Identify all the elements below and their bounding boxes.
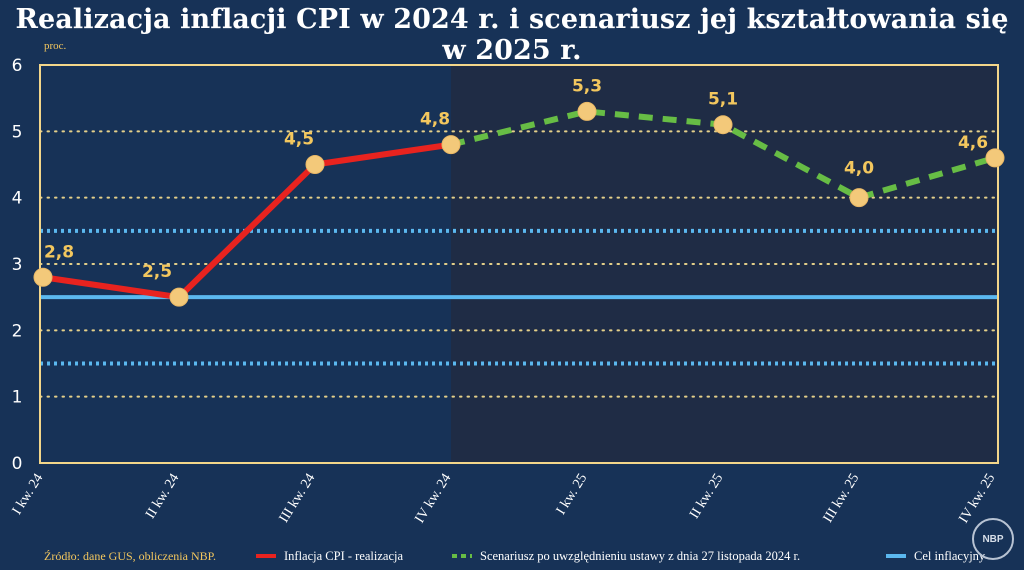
data-point-marker xyxy=(577,101,597,121)
legend-item-scenario: Scenariusz po uwzględnieniu ustawy z dni… xyxy=(452,545,800,567)
data-label: 5,3 xyxy=(572,76,602,96)
y-tick-label: 2 xyxy=(12,321,23,341)
cpi-line-chart: 0 1 2 3 4 5 6 I kw. 24 II kw. 24 III kw. 24 IV kw.… xyxy=(10,56,1005,526)
legend-item-target: Cel inflacyjny xyxy=(886,545,985,567)
chart-title: Realizacja inflacji CPI w 2024 r. i scen… xyxy=(15,4,1009,66)
data-label: 4,8 xyxy=(420,110,450,130)
data-point-marker xyxy=(33,267,53,287)
nbp-logo: NBP xyxy=(972,518,1014,560)
y-tick-label: 4 xyxy=(12,189,23,209)
data-label: 2,5 xyxy=(142,262,172,282)
data-point-marker xyxy=(849,188,869,208)
legend-item-actual: Inflacja CPI - realizacja xyxy=(256,545,403,567)
legend-label-actual: Inflacja CPI - realizacja xyxy=(284,548,404,563)
data-label: 5,1 xyxy=(708,90,738,110)
data-point-marker xyxy=(305,155,325,174)
data-label: 4,0 xyxy=(844,159,874,179)
y-tick-label: 0 xyxy=(12,454,23,474)
legend-swatch-target xyxy=(886,554,906,558)
x-tick-label: III kw. 24 xyxy=(277,471,319,525)
data-point-marker xyxy=(441,135,461,155)
data-point-marker xyxy=(169,287,189,307)
legend-swatch-actual xyxy=(256,554,276,558)
nbp-logo-text: NBP xyxy=(982,533,1004,545)
data-label: 4,6 xyxy=(958,133,988,153)
source-note: Źródło: dane GUS, obliczenia NBP. xyxy=(44,549,216,563)
y-tick-label: 6 xyxy=(12,56,23,76)
legend-label-target: Cel inflacyjny xyxy=(914,548,986,563)
x-tick-label: II kw. 25 xyxy=(687,471,726,521)
y-tick-label: 1 xyxy=(12,388,23,408)
chart-footer: Źródło: dane GUS, obliczenia NBP. Inflac… xyxy=(0,545,1024,569)
data-point-marker xyxy=(713,115,733,135)
y-tick-label: 5 xyxy=(12,122,23,142)
series-line-actual xyxy=(40,141,454,301)
legend-label-scenario: Scenariusz po uwzględnieniu ustawy z dni… xyxy=(480,548,801,563)
x-tick-label: I kw. 24 xyxy=(10,471,47,517)
x-tick-label: I kw. 25 xyxy=(554,471,591,517)
legend-swatch-scenario xyxy=(452,554,472,558)
data-label: 2,8 xyxy=(44,242,74,262)
y-tick-label: 3 xyxy=(12,255,23,275)
x-tick-label: IV kw. 24 xyxy=(412,471,454,526)
data-point-marker xyxy=(985,148,1005,168)
plot-frame xyxy=(39,64,999,464)
x-tick-label: II kw. 24 xyxy=(143,471,182,521)
data-label: 4,5 xyxy=(284,130,314,150)
y-axis-unit-label: proc. xyxy=(44,40,67,52)
x-tick-label: III kw. 25 xyxy=(821,471,863,525)
